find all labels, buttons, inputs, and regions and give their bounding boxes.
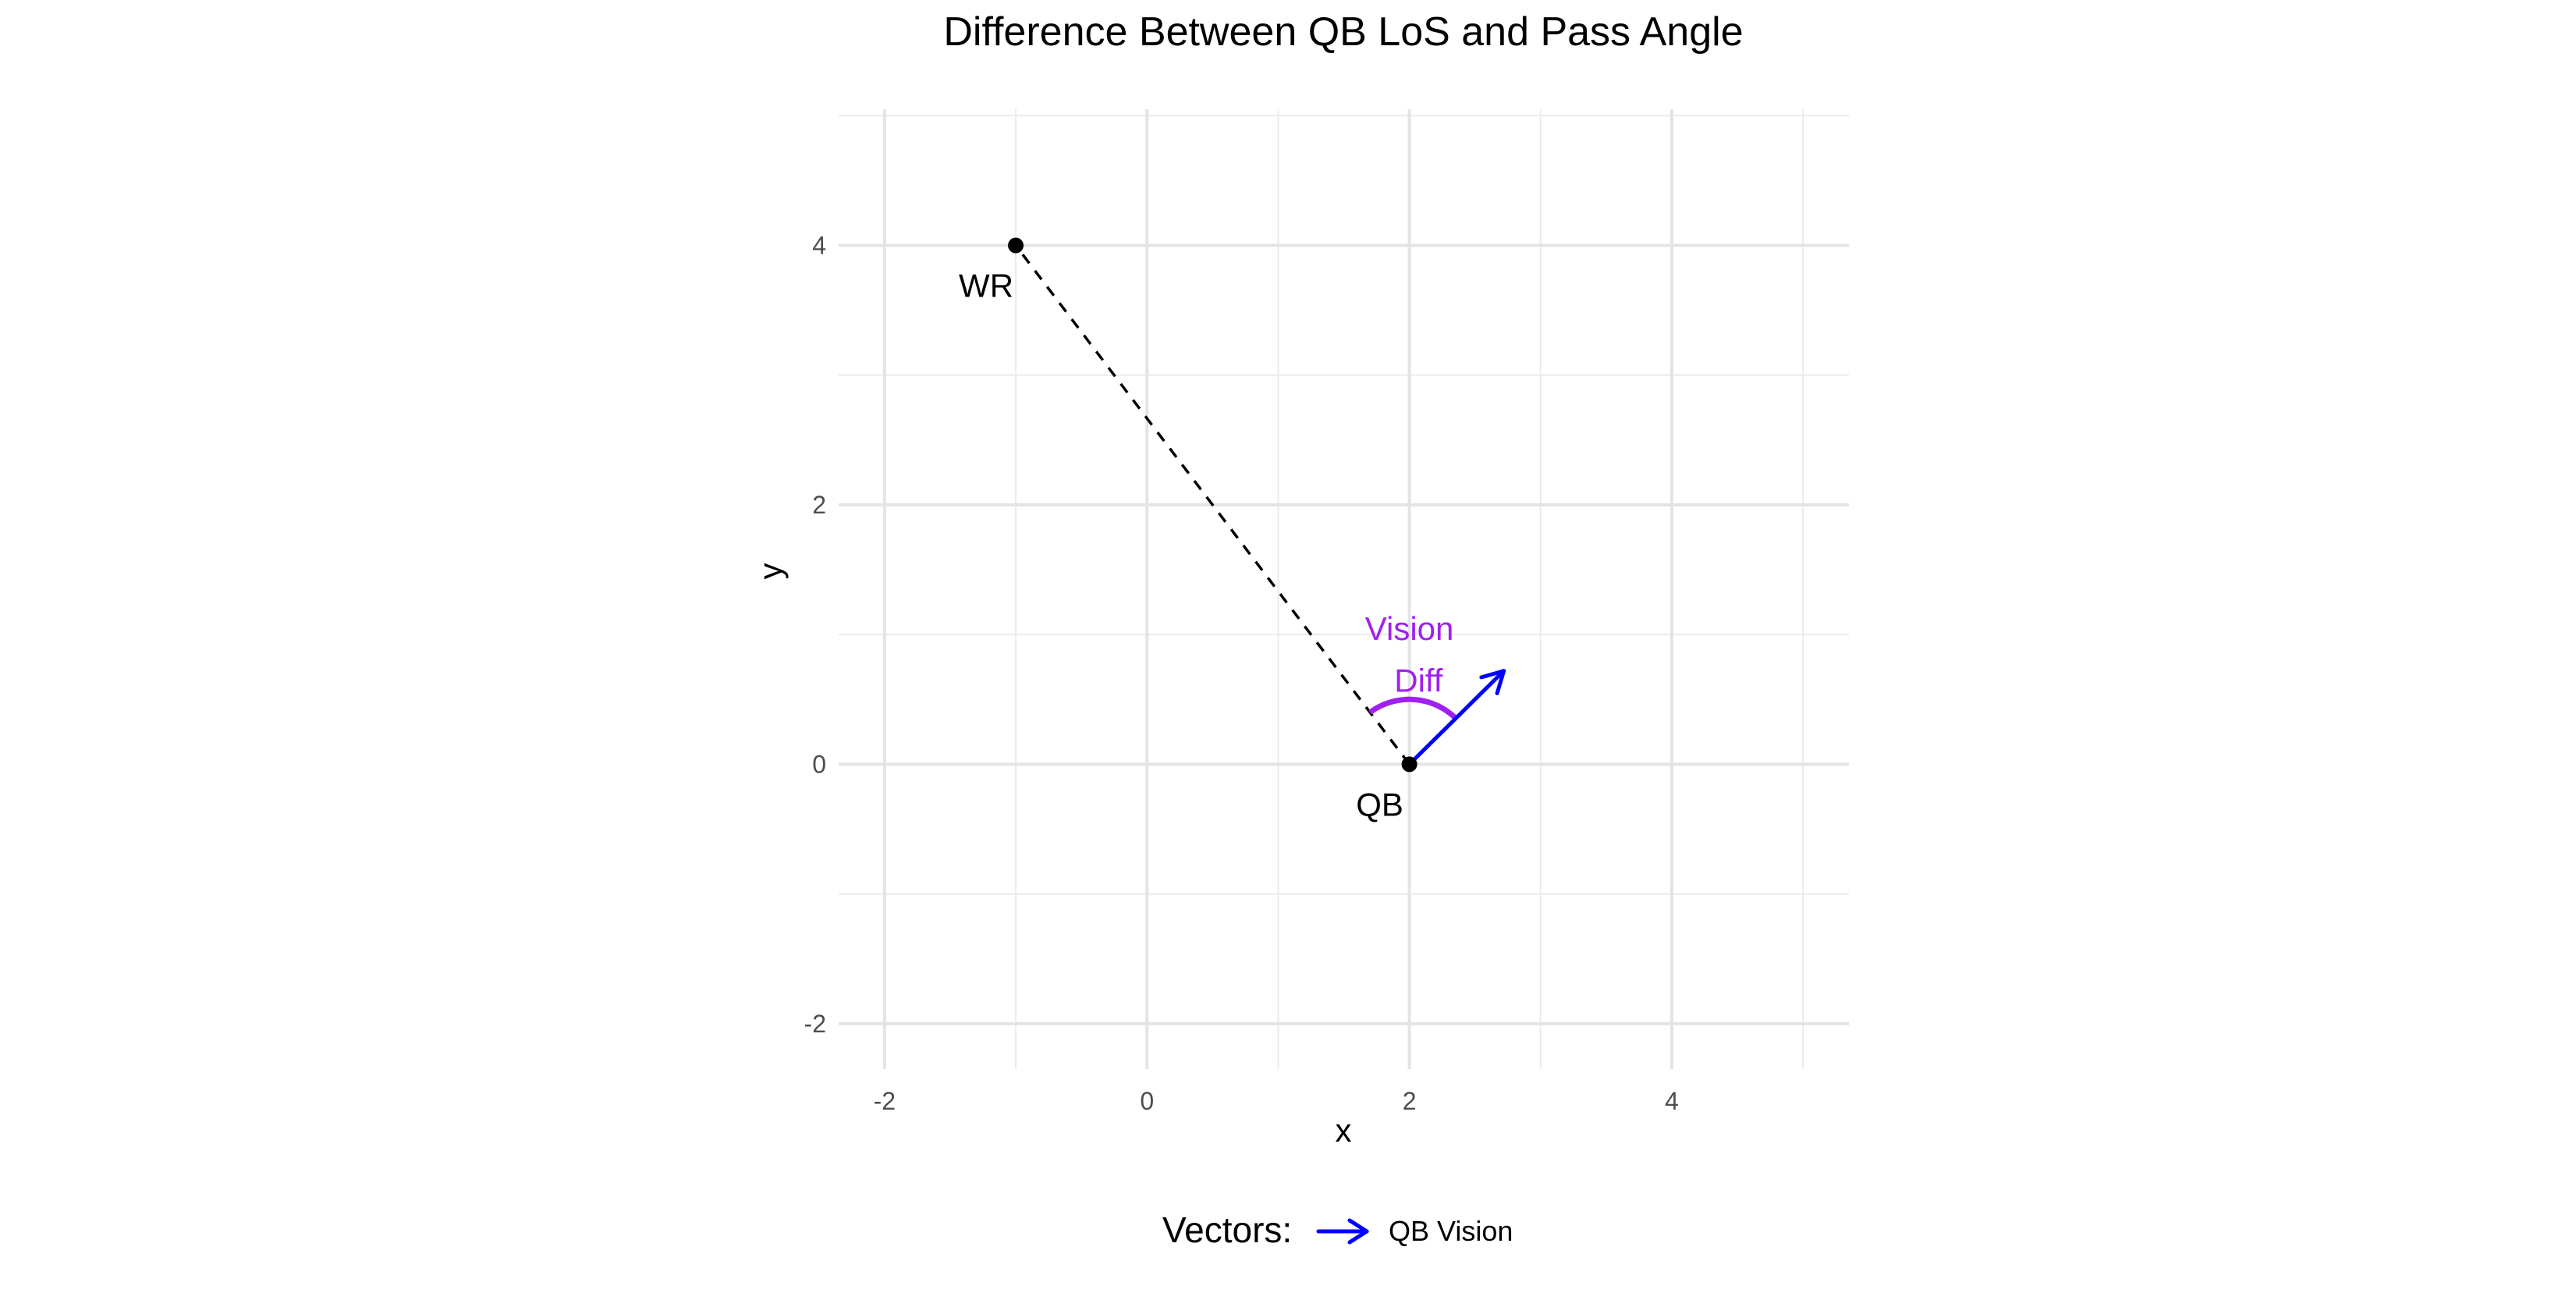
y-tick-label: 2 [812,491,826,519]
chart-title: Difference Between QB LoS and Pass Angle [943,9,1743,55]
grid-minor [839,109,1849,1069]
x-tick-label: -2 [874,1087,896,1115]
x-tick-label: 2 [1403,1087,1417,1115]
angle-arc [1370,699,1456,718]
x-tick-labels: -2 0 2 4 [874,1087,1679,1115]
point-qb [1402,756,1418,772]
point-wr [1008,238,1024,254]
point-label-wr: WR [959,268,1013,304]
legend: Vectors: QB Vision [1162,1210,1513,1250]
y-tick-label: 4 [812,232,826,260]
point-label-qb: QB [1356,786,1403,822]
legend-title: Vectors: [1162,1210,1292,1250]
x-tick-label: 0 [1140,1087,1154,1115]
grid-major [839,109,1849,1069]
y-tick-label: 0 [812,750,826,778]
annotation-diff: Diff [1394,662,1443,699]
legend-key-qb-vision [1318,1220,1367,1242]
x-tick-label: 4 [1665,1087,1679,1115]
y-axis-label: y [752,563,789,580]
y-tick-label: -2 [804,1010,826,1038]
x-axis-label: x [1336,1112,1352,1149]
annotation-vision: Vision [1365,610,1454,647]
legend-item-label: QB Vision [1389,1215,1513,1247]
y-tick-labels: -2 0 2 4 [804,232,826,1038]
plot-marks: Vision Diff WR QB [959,238,1504,823]
